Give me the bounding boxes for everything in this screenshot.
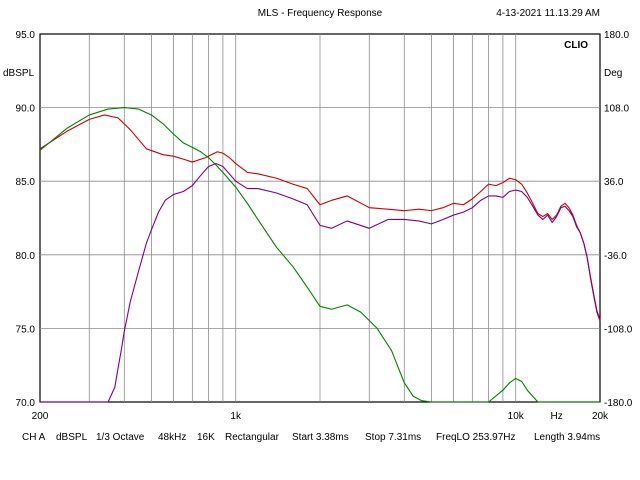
y-right-tick-label: 36.0 xyxy=(604,177,624,188)
footer-freqlo: FreqLO 253.97Hz xyxy=(436,432,516,443)
right-unit-label: Deg xyxy=(604,68,622,79)
footer-bar: CH A dBSPL 1/3 Octave 48kHz 16K Rectangu… xyxy=(22,432,600,443)
y-right-tick-label: 180.0 xyxy=(604,30,629,41)
timestamp: 4-13-2021 11.13.29 AM xyxy=(496,8,600,19)
footer-window: Rectangular xyxy=(225,432,280,443)
y-left-tick-label: 90.0 xyxy=(16,104,36,115)
chart-title: MLS - Frequency Response xyxy=(258,8,383,19)
footer-length: Length 3.94ms xyxy=(534,432,600,443)
footer-unit: dBSPL xyxy=(56,432,88,443)
left-unit-label: dBSPL xyxy=(3,68,35,79)
series-line-2 xyxy=(39,107,600,403)
y-right-tick-label: 108.0 xyxy=(604,104,629,115)
y-left-tick-label: 70.0 xyxy=(16,398,36,409)
y-right-tick-label: -36.0 xyxy=(604,251,627,262)
footer-start: Start 3.38ms xyxy=(292,432,349,443)
y-left-tick-label: 95.0 xyxy=(16,30,36,41)
series-line-1 xyxy=(39,114,601,320)
y-right-tick-label: -108.0 xyxy=(604,324,633,335)
clio-logo: CLIO xyxy=(564,40,588,51)
y-right-tick-label: -180.0 xyxy=(604,398,633,409)
y-left-tick-label: 85.0 xyxy=(16,177,36,188)
footer-sample-rate: 48kHz xyxy=(158,432,186,443)
grid-lines xyxy=(40,34,600,402)
series-line-3 xyxy=(40,162,601,403)
footer-stop: Stop 7.31ms xyxy=(365,432,421,443)
y-left-tick-label: 80.0 xyxy=(16,251,36,262)
x-tick-label: Hz xyxy=(551,411,563,422)
footer-size: 16K xyxy=(197,432,215,443)
x-tick-label: 20k xyxy=(592,411,609,422)
x-tick-label: 10k xyxy=(508,411,525,422)
footer-smoothing: 1/3 Octave xyxy=(96,432,145,443)
series-layer xyxy=(39,107,601,403)
footer-channel: CH A xyxy=(22,432,46,443)
y-left-tick-label: 75.0 xyxy=(16,324,36,335)
x-tick-label: 200 xyxy=(32,411,49,422)
x-tick-label: 1k xyxy=(230,411,242,422)
axis-labels: 95.0 90.0 85.0 80.0 75.0 70.0 180.0 108.0 36.0 -3… xyxy=(16,30,633,422)
